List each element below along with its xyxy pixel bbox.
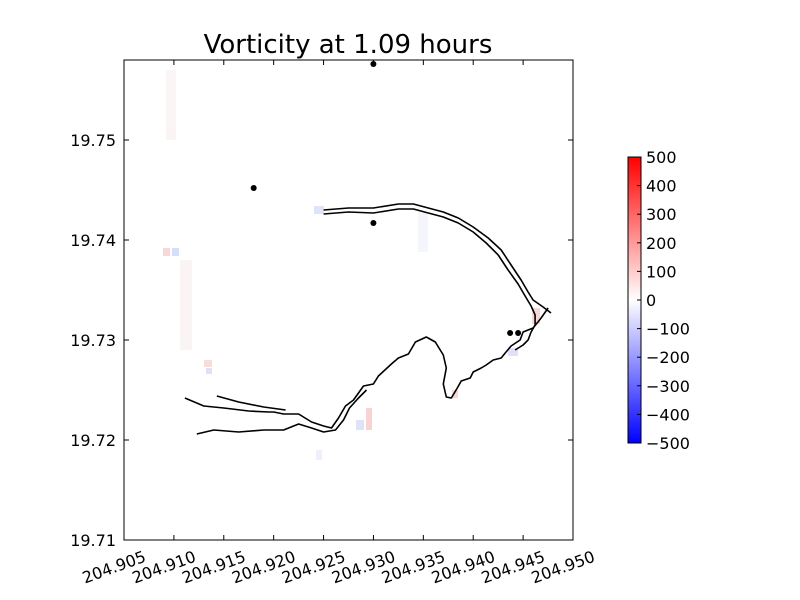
field-patch [180, 260, 192, 350]
y-axis: 19.71 19.72 19.73 19.74 19.75 [70, 131, 573, 550]
gauge-point [250, 185, 257, 191]
shoreline-line [216, 395, 286, 411]
field-patch [163, 248, 170, 256]
colorbar-ticks: 500 400 300 200 100 0 −100 −200 −300 −400 −500 [637, 148, 690, 453]
y-tick-label: 19.72 [70, 431, 116, 450]
field-patch [452, 390, 458, 398]
field-patch [532, 308, 540, 324]
colorbar-tick-label: −500 [646, 434, 690, 453]
colorbar-tick-label: 100 [646, 262, 677, 281]
colorbar-tick-label: −400 [646, 405, 690, 424]
y-tick-label: 19.73 [70, 331, 116, 350]
colorbar-tick-label: 500 [646, 148, 677, 167]
y-tick-label: 19.75 [70, 131, 116, 150]
field-patch [316, 450, 322, 460]
field-patch [166, 70, 176, 140]
shoreline-line [196, 389, 368, 435]
shoreline-line [323, 208, 536, 351]
vorticity-field [163, 70, 540, 460]
field-patch [172, 248, 179, 256]
colorbar-tick-label: 0 [646, 291, 656, 310]
gauge-point [515, 330, 522, 336]
gauge-point [370, 220, 377, 226]
colorbar-tick-label: −300 [646, 377, 690, 396]
plot-background [124, 60, 573, 540]
colorbar-tick-label: −100 [646, 320, 690, 339]
gauge-point [507, 330, 514, 336]
field-patch [508, 348, 518, 356]
colorbar-tick-label: 200 [646, 234, 677, 253]
field-patch [314, 206, 324, 214]
field-patch [356, 420, 364, 430]
plot-frame [123, 59, 574, 541]
field-patch [206, 368, 212, 374]
colorbar-tick-label: 400 [646, 177, 677, 196]
field-patch [418, 212, 428, 252]
plot-area [123, 59, 574, 541]
shoreline-line [323, 203, 552, 314]
colorbar-tick-label: −200 [646, 348, 690, 367]
shoreline-line [184, 307, 549, 429]
field-patch [204, 360, 212, 367]
field-patch [366, 408, 372, 430]
chart-title: Vorticity at 1.09 hours [204, 30, 493, 60]
y-tick-label: 19.71 [70, 531, 116, 550]
gauge-points [250, 61, 522, 336]
colorbar-tick-label: 300 [646, 205, 677, 224]
y-tick-label: 19.74 [70, 231, 116, 250]
shoreline-contours [184, 203, 552, 435]
colorbar: 500 400 300 200 100 0 −100 −200 −300 −400 −500 [627, 148, 690, 453]
